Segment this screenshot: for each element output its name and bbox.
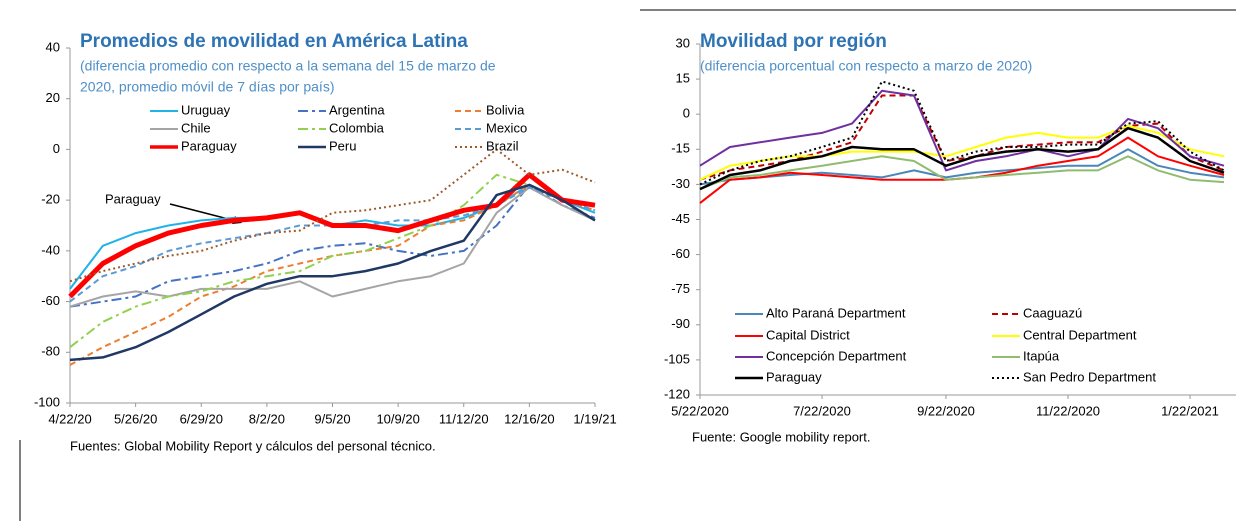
y-tick-label: -30 xyxy=(671,176,690,191)
legend-label: Alto Paraná Department xyxy=(766,305,906,320)
source-note: Fuentes: Global Mobility Report y cálcul… xyxy=(70,438,436,453)
chart-subtitle: 2020, promedio móvil de 7 días por país) xyxy=(80,79,334,95)
y-tick-label: 0 xyxy=(53,141,60,156)
y-tick-label: 0 xyxy=(683,106,690,121)
legend-label: Mexico xyxy=(486,120,527,135)
series-line xyxy=(699,126,1225,191)
series-line xyxy=(699,155,1225,191)
y-tick-label: -40 xyxy=(41,242,60,257)
series-line xyxy=(699,94,1225,181)
y-tick-label: 40 xyxy=(46,39,60,54)
series-line xyxy=(699,148,1225,186)
series-line xyxy=(69,148,596,283)
y-tick-label: -60 xyxy=(671,246,690,261)
y-tick-label: -45 xyxy=(671,211,690,226)
x-tick-label: 1/19/21 xyxy=(573,411,616,426)
y-tick-label: -100 xyxy=(34,394,60,409)
x-tick-label: 6/29/20 xyxy=(180,411,223,426)
x-tick-label: 7/22/2020 xyxy=(793,403,851,418)
legend-label: Paraguay xyxy=(766,369,822,384)
y-tick-label: 15 xyxy=(676,71,690,86)
series-line xyxy=(69,183,596,362)
chart-subtitle: (diferencia porcentual con respecto a ma… xyxy=(700,58,1032,74)
x-tick-label: 9/22/2020 xyxy=(917,403,975,418)
legend-label: Capital District xyxy=(766,327,850,342)
legend-label: Colombia xyxy=(329,120,385,135)
series-line xyxy=(699,124,1225,181)
x-tick-label: 5/26/20 xyxy=(114,411,157,426)
x-tick-label: 5/22/2020 xyxy=(671,403,729,418)
legend-label: Concepción Department xyxy=(766,348,907,363)
source-note: Fuente: Google mobility report. xyxy=(692,429,870,444)
legend-label: Chile xyxy=(181,120,211,135)
annotation: Paraguay xyxy=(105,191,161,206)
y-tick-label: -15 xyxy=(671,141,690,156)
chart-title: Promedios de movilidad en América Latina xyxy=(80,31,468,52)
x-tick-label: 11/12/20 xyxy=(439,411,489,426)
legend-label: Central Department xyxy=(1023,327,1137,342)
series-line xyxy=(699,136,1225,204)
x-tick-label: 4/22/20 xyxy=(48,411,91,426)
series-line xyxy=(69,183,596,308)
legend-label: Paraguay xyxy=(181,138,237,153)
y-tick-label: -75 xyxy=(671,281,690,296)
legend-label: Peru xyxy=(329,138,356,153)
legend-label: Bolivia xyxy=(486,102,525,117)
series-line xyxy=(68,172,596,299)
legend-label: Itapúa xyxy=(1023,348,1060,363)
x-tick-label: 8/2/20 xyxy=(249,411,285,426)
legend-label: Uruguay xyxy=(181,102,231,117)
y-tick-label: 20 xyxy=(46,90,60,105)
y-tick-label: 30 xyxy=(676,35,690,50)
legend-label: Argentina xyxy=(329,102,385,117)
x-tick-label: 12/16/20 xyxy=(504,411,555,426)
y-tick-label: -80 xyxy=(41,344,60,359)
chart-title: Movilidad por región xyxy=(700,31,887,52)
y-tick-label: -90 xyxy=(671,316,690,331)
series-line xyxy=(69,173,596,348)
y-tick-label: -105 xyxy=(664,351,690,366)
legend-label: Brazil xyxy=(486,138,519,153)
series-line xyxy=(69,186,596,308)
y-tick-label: -60 xyxy=(41,293,60,308)
chart-subtitle: (diferencia promedio con respecto a la s… xyxy=(80,58,496,74)
x-tick-label: 10/9/20 xyxy=(376,411,419,426)
x-tick-label: 9/5/20 xyxy=(314,411,350,426)
series-line xyxy=(699,89,1225,172)
x-tick-label: 11/22/2020 xyxy=(1036,403,1100,418)
y-tick-label: -120 xyxy=(664,386,690,401)
legend-label: Caaguazú xyxy=(1023,305,1082,320)
y-tick-label: -20 xyxy=(41,192,60,207)
legend-label: San Pedro Department xyxy=(1023,369,1156,384)
x-tick-label: 1/22/2021 xyxy=(1161,403,1219,418)
